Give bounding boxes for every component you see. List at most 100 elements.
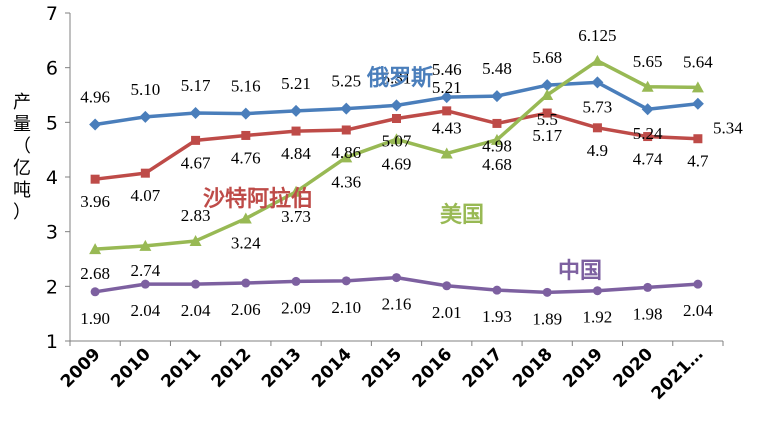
data-point — [140, 279, 150, 289]
x-tick-label: 2009 — [57, 344, 105, 392]
data-label: 4.76 — [231, 148, 261, 167]
data-point — [691, 81, 704, 93]
data-label: 4.7 — [687, 152, 709, 171]
data-label: 1.90 — [80, 309, 110, 328]
data-label: 2.10 — [331, 298, 361, 317]
data-label: 3.73 — [281, 207, 311, 226]
data-label: 2.04 — [130, 301, 160, 320]
data-label: 2.74 — [130, 261, 160, 280]
data-label: 5.25 — [331, 72, 361, 91]
data-label: 2.16 — [382, 295, 412, 314]
y-tick-label: 3 — [46, 222, 58, 244]
series-lines — [94, 59, 699, 295]
data-point — [693, 279, 703, 289]
data-label: 1.92 — [583, 308, 613, 327]
data-point — [591, 54, 604, 66]
data-point — [442, 281, 452, 291]
data-label: 2.83 — [181, 206, 211, 225]
data-point — [191, 135, 201, 145]
x-tick-label: 2016 — [409, 344, 457, 392]
data-label: 5.16 — [231, 77, 261, 96]
data-point — [189, 234, 202, 246]
series-markers — [89, 54, 704, 297]
data-point — [390, 133, 403, 145]
data-label: 4.68 — [482, 155, 512, 174]
data-point — [641, 103, 654, 116]
data-label: 5.68 — [532, 48, 562, 67]
data-label: 1.89 — [532, 309, 562, 328]
data-point — [492, 285, 502, 295]
data-point — [340, 151, 353, 163]
data-point — [89, 118, 102, 131]
data-point — [239, 212, 252, 224]
data-label: 2.04 — [683, 301, 713, 320]
x-tick-label: 2014 — [308, 344, 356, 392]
data-label: 5.5 — [537, 110, 558, 129]
data-point — [341, 125, 351, 135]
data-point — [641, 80, 654, 92]
data-point — [239, 107, 252, 120]
data-point — [643, 282, 653, 292]
data-point — [592, 286, 602, 296]
x-tick-label: 2013 — [258, 344, 306, 392]
data-label: 4.96 — [80, 88, 110, 107]
x-tick-label: 2017 — [459, 344, 507, 392]
data-label: 4.69 — [382, 154, 412, 173]
data-label: 5.48 — [482, 59, 512, 78]
y-axis-label: 产量（亿吨） — [13, 92, 31, 223]
data-label: 4.43 — [432, 118, 462, 137]
data-label: 4.74 — [633, 150, 663, 169]
data-point — [541, 79, 554, 92]
data-label: 5.24 — [633, 124, 663, 143]
data-point — [490, 133, 503, 145]
x-tick-label: 2020 — [610, 344, 658, 392]
data-label: 2.04 — [181, 301, 211, 320]
data-label: 2.06 — [231, 300, 261, 319]
data-label: 1.98 — [633, 304, 663, 323]
x-tick-label: 2018 — [509, 344, 557, 392]
data-point — [290, 185, 303, 197]
x-tick-label: 2021… — [648, 344, 708, 404]
data-label: 2.68 — [80, 264, 110, 283]
data-point — [89, 243, 102, 255]
data-point — [392, 273, 401, 283]
data-point — [139, 110, 152, 123]
data-label: 5.10 — [130, 80, 160, 99]
y-axis-title: 产量（亿吨） — [13, 92, 31, 223]
data-point — [643, 132, 653, 142]
data-point — [140, 168, 150, 178]
data-point — [490, 90, 503, 103]
data-point — [591, 76, 604, 89]
data-label: 5.31 — [382, 68, 412, 87]
data-label: 5.21 — [281, 74, 311, 93]
data-point — [440, 147, 453, 159]
data-label: 4.07 — [130, 186, 160, 205]
data-point — [241, 278, 251, 288]
x-tick-label: 2015 — [358, 344, 406, 392]
data-label: 5.17 — [181, 76, 211, 95]
series-name-label: 美国 — [440, 202, 484, 228]
data-label: 4.98 — [482, 136, 512, 155]
data-label: 5.46 — [432, 60, 462, 79]
data-label: 4.86 — [331, 143, 361, 162]
data-label: 5.17 — [532, 126, 562, 145]
data-point — [542, 287, 552, 297]
data-label: 5.64 — [683, 52, 713, 71]
data-label: 2.09 — [281, 298, 311, 317]
data-labels: 4.96 5.10 5.17 5.16 5.21 5.25 5.31 5.46 5.48 5.68… — [80, 26, 743, 329]
y-tick-label: 2 — [46, 276, 58, 298]
data-point — [291, 126, 301, 136]
data-label: 2.01 — [432, 303, 462, 322]
data-label: 3.24 — [231, 234, 261, 253]
data-label: 4.9 — [587, 141, 608, 160]
data-point — [340, 102, 353, 115]
data-label: 5.73 — [583, 97, 613, 116]
series-name-label: 沙特阿拉伯 — [203, 186, 313, 212]
series-name-label: 俄罗斯 — [366, 65, 433, 91]
y-tick-label: 6 — [46, 58, 58, 80]
data-point — [139, 239, 152, 251]
data-point — [189, 107, 202, 120]
data-point — [241, 130, 251, 140]
data-point — [440, 91, 453, 104]
